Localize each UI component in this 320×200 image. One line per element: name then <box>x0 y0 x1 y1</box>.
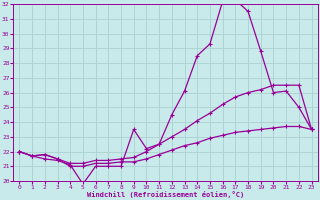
X-axis label: Windchill (Refroidissement éolien,°C): Windchill (Refroidissement éolien,°C) <box>87 191 244 198</box>
